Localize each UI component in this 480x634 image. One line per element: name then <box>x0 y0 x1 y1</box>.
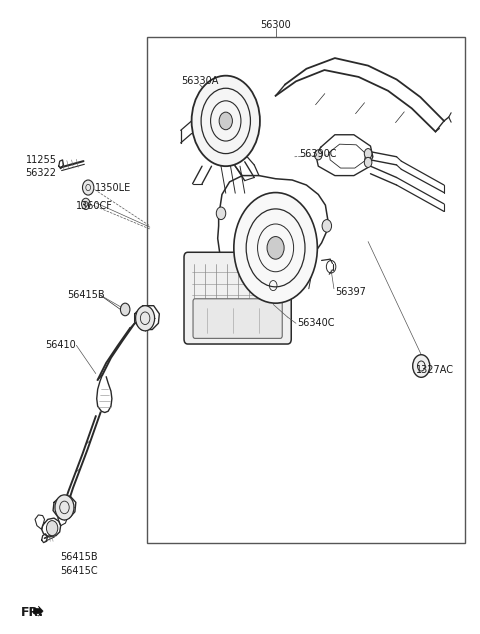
Text: 56390C: 56390C <box>300 148 337 158</box>
Circle shape <box>55 495 74 520</box>
Circle shape <box>364 157 372 167</box>
Circle shape <box>120 303 130 316</box>
Circle shape <box>234 193 317 303</box>
Text: 56415B: 56415B <box>67 290 105 300</box>
Circle shape <box>82 198 90 209</box>
Circle shape <box>216 207 226 219</box>
Text: 56322: 56322 <box>25 168 57 178</box>
FancyBboxPatch shape <box>184 252 291 344</box>
Text: 56415C: 56415C <box>60 566 97 576</box>
Circle shape <box>47 521 58 536</box>
Circle shape <box>219 112 232 130</box>
Text: 56397: 56397 <box>335 287 366 297</box>
Circle shape <box>267 236 284 259</box>
Text: 56330A: 56330A <box>180 76 218 86</box>
Circle shape <box>83 180 94 195</box>
Text: 1327AC: 1327AC <box>416 365 454 375</box>
Text: FR.: FR. <box>21 606 44 619</box>
Polygon shape <box>34 606 43 616</box>
Text: 56415B: 56415B <box>60 552 97 562</box>
FancyBboxPatch shape <box>193 299 282 339</box>
Text: 56340C: 56340C <box>297 318 335 328</box>
Circle shape <box>364 148 372 158</box>
Circle shape <box>413 354 430 377</box>
Circle shape <box>136 306 155 331</box>
Text: 11255: 11255 <box>25 155 57 165</box>
Circle shape <box>322 219 332 232</box>
Text: 1350LE: 1350LE <box>96 183 132 193</box>
Circle shape <box>314 150 322 160</box>
Bar <box>147 37 466 543</box>
Circle shape <box>192 75 260 166</box>
Text: 56300: 56300 <box>260 20 291 30</box>
Text: 1360CF: 1360CF <box>76 201 113 210</box>
Text: 56410: 56410 <box>46 340 76 350</box>
